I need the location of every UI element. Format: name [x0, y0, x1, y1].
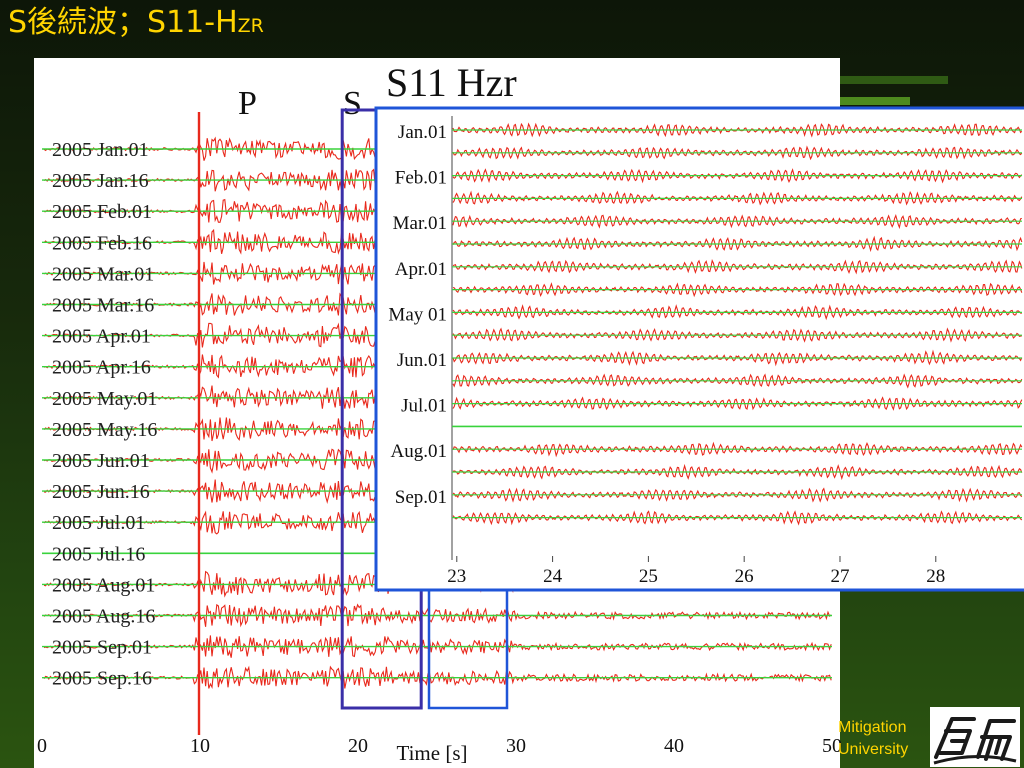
inset-row-label: Mar.01 [393, 213, 447, 234]
decorative-bar-dark [840, 76, 948, 84]
row-date-label: 2005 Sep.01 [52, 637, 152, 659]
inset-waveform-trace [452, 122, 1023, 138]
x-tick-label: 50 [822, 735, 842, 757]
row-date-label: 2005 Jun.01 [52, 450, 150, 472]
university-logo [930, 707, 1020, 767]
row-date-label: 2005 Sep.16 [52, 668, 152, 690]
inset-row-label: Aug.01 [391, 441, 447, 462]
inset-frame [374, 106, 1024, 592]
row-date-label: 2005 Jul.16 [52, 543, 145, 565]
x-tick-label: 0 [37, 735, 47, 757]
inset-x-tick-label: 28 [926, 566, 945, 587]
row-date-label: 2005 Mar.16 [52, 295, 154, 317]
row-date-label: 2005 Jun.16 [52, 481, 150, 503]
inset-zoom-plot: S11 Hzr Jan.01 Feb.01 Mar.01 Apr.01 May 01 Jun… [374, 60, 1024, 710]
row-date-label: 2005 Aug.16 [52, 606, 155, 628]
inset-waveform-trace [452, 487, 1023, 503]
row-date-label: 2005 May.16 [52, 419, 157, 441]
phase-label-p: P [238, 85, 257, 122]
slide-title-subscript: ZR [237, 15, 264, 37]
inset-title: S11 Hzr [386, 60, 517, 105]
slide-title-main: S後続波；S11-H [8, 5, 238, 40]
decorative-bar-light [840, 97, 910, 105]
inset-x-tick-label: 24 [543, 566, 563, 587]
inset-waveform-trace [452, 282, 1023, 298]
x-axis-label: Time [s] [397, 741, 468, 765]
row-date-label: 2005 Mar.01 [52, 263, 154, 285]
inset-row-label: Jan.01 [398, 122, 447, 143]
inset-waveform-trace [452, 304, 1022, 321]
inset-row-label: Sep.01 [395, 487, 447, 508]
inset-x-tick-label: 23 [447, 566, 466, 587]
inset-waveform-trace [452, 259, 1023, 275]
row-date-label: 2005 Feb.01 [52, 201, 152, 223]
inset-row-label: May 01 [388, 304, 447, 325]
row-date-label: 2005 Jan.16 [52, 170, 149, 192]
inset-x-tick-label: 25 [639, 566, 658, 587]
phase-label-s: S [343, 85, 362, 122]
x-tick-label: 10 [190, 735, 210, 757]
footer-text: Mitigation University [838, 717, 932, 760]
inset-row-label: Jul.01 [401, 396, 447, 417]
inset-row-label: Jun.01 [397, 350, 447, 371]
slide-title: S後続波；S11-HZR [8, 6, 264, 39]
row-date-label: 2005 Apr.16 [52, 357, 151, 379]
footer-line-mitigation: Mitigation [838, 719, 907, 736]
inset-waveform-trace [452, 327, 1022, 343]
x-tick-label: 40 [664, 735, 684, 757]
inset-row-label: Feb.01 [395, 168, 447, 189]
row-date-label: 2005 Jul.01 [52, 512, 145, 534]
row-date-label: 2005 Aug.01 [52, 574, 155, 596]
inset-row-label: Apr.01 [395, 259, 447, 280]
row-date-label: 2005 Feb.16 [52, 232, 152, 254]
inset-waveform-trace [452, 510, 1023, 526]
row-date-label: 2005 May.01 [52, 388, 157, 410]
inset-waveform-trace [452, 190, 1023, 206]
x-tick-label: 20 [348, 735, 368, 757]
inset-x-tick-label: 27 [830, 566, 849, 587]
row-date-label: 2005 Apr.01 [52, 326, 151, 348]
inset-waveform-trace [452, 213, 1022, 230]
x-tick-label: 30 [506, 735, 526, 757]
row-date-label: 2005 Jan.01 [52, 139, 149, 161]
footer-line-university: University [838, 740, 909, 758]
inset-x-tick-label: 26 [735, 566, 754, 587]
